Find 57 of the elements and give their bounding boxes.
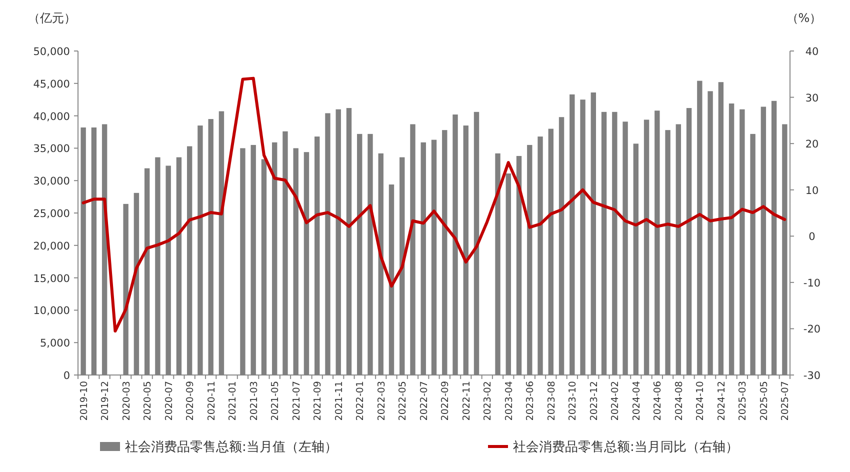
x-tick-label: 2021-11 (334, 381, 345, 421)
x-tick-label: 2021-01 (228, 381, 239, 421)
x-tick-label: 2022-01 (355, 381, 366, 421)
x-tick-label: 2020-11 (206, 381, 218, 421)
x-tick-label: 2025-07 (780, 381, 792, 421)
x-tick-label: 2022-03 (376, 381, 388, 421)
x-tick-label: 2019-12 (100, 381, 112, 421)
x-tick-label: 2021-07 (291, 381, 302, 421)
x-tick-label: 2020-07 (164, 381, 175, 421)
y-tick-label: 40,000 (33, 110, 70, 123)
x-tick-label: 2024-10 (695, 381, 706, 421)
x-tick-label: 2024-08 (674, 381, 685, 421)
x-tick-label: 2024-04 (631, 381, 642, 421)
x-tick-label: 2020-05 (142, 381, 154, 421)
y2-tick-label: -30 (803, 370, 821, 382)
x-tick-label: 2023-06 (525, 381, 536, 421)
x-tick-label: 2021-03 (248, 381, 260, 421)
y2-tick-label: 20 (805, 138, 819, 151)
y-tick-label: 20,000 (33, 240, 70, 252)
x-tick-label: 2021-09 (312, 381, 324, 421)
y-axis-title: （亿元） (28, 11, 76, 25)
y-tick-label: 15,000 (33, 272, 70, 285)
x-tick-label: 2022-07 (418, 381, 430, 421)
y2-tick-label: -10 (803, 277, 821, 290)
x-tick-label: 2023-02 (482, 381, 494, 421)
y2-tick-label: -20 (803, 324, 821, 336)
x-tick-label: 2025-05 (758, 381, 770, 421)
x-tick-label: 2024-12 (716, 381, 728, 421)
x-tick-label: 2022-05 (398, 381, 409, 421)
y-tick-label: 30,000 (33, 176, 70, 188)
x-tick-label: 2022-09 (440, 381, 452, 421)
x-tick-label: 2020-03 (121, 381, 132, 421)
x-tick-label: 2022-11 (461, 381, 472, 421)
y-tick-label: 5,000 (40, 338, 70, 350)
y-tick-label: 25,000 (33, 208, 70, 220)
x-tick-label: 2021-05 (270, 381, 282, 421)
y-tick-label: 10,000 (33, 305, 70, 318)
x-tick-label: 2025-03 (738, 381, 749, 421)
y-tick-label: 50,000 (33, 46, 70, 58)
x-tick-label: 2019-10 (78, 381, 90, 421)
x-tick-label: 2023-12 (588, 381, 600, 421)
x-tick-label: 2020-09 (185, 381, 196, 421)
x-tick-label: 2023-08 (546, 381, 558, 421)
legend-label: 社会消费品零售总额:当月同比（右轴） (513, 440, 738, 455)
y-tick-label: 0 (63, 370, 70, 382)
y2-tick-label: 10 (805, 184, 819, 197)
y-tick-label: 35,000 (33, 143, 70, 156)
x-tick-label: 2024-02 (610, 381, 622, 421)
y-tick-label: 45,000 (33, 78, 70, 90)
y2-axis-title: （%） (786, 11, 822, 25)
y2-tick-label: 40 (805, 46, 819, 58)
y2-tick-label: 30 (805, 92, 819, 104)
x-tick-label: 2024-06 (652, 381, 664, 421)
y2-tick-label: 0 (808, 231, 816, 244)
x-tick-label: 2023-04 (504, 381, 515, 421)
x-tick-label: 2023-10 (568, 381, 579, 421)
legend-label: 社会消费品零售总额:当月值（左轴） (125, 440, 338, 455)
